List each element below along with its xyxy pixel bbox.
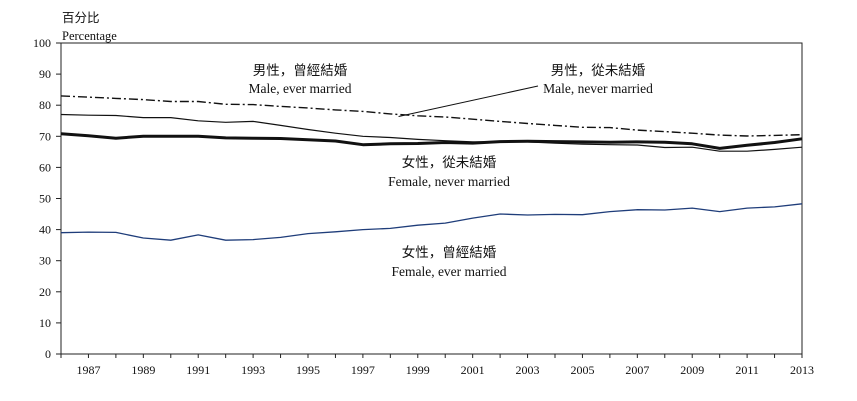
x-tick-label: 2005 [570, 363, 594, 377]
series-label-zh: 男性，曾經結婚 [253, 63, 348, 79]
y-tick-label: 40 [39, 223, 51, 237]
x-tick-label: 1989 [131, 363, 155, 377]
y-tick-label: 100 [33, 36, 51, 50]
series-line-2 [60, 132, 803, 150]
series-line-3 [60, 203, 803, 241]
y-tick-label: 90 [39, 67, 51, 81]
x-tick-label: 2013 [790, 363, 814, 377]
y-axis-label-zh: 百分比 [62, 10, 100, 25]
series-label-en: Male, never married [543, 81, 653, 96]
x-tick-label: 1987 [76, 363, 100, 377]
x-tick-label: 2003 [516, 363, 540, 377]
x-tick-label: 1993 [241, 363, 265, 377]
y-axis: 0 10 20 30 40 50 60 70 80 90 100 [33, 36, 61, 361]
x-axis: 1987 1989 1991 1993 1995 1997 1999 2001 2003 2005… [60, 354, 814, 377]
x-tick-label: 1995 [296, 363, 320, 377]
series-label-en: Female, never married [388, 174, 510, 189]
x-tick-label: 2007 [625, 363, 649, 377]
x-tick-label: 2001 [461, 363, 485, 377]
y-axis-label-en: Percentage [62, 29, 117, 43]
y-tick-label: 20 [39, 285, 51, 299]
plot-area [60, 42, 803, 355]
annotation-pointer-line [398, 85, 539, 117]
x-tick-label: 1997 [351, 363, 375, 377]
x-tick-label: 1999 [406, 363, 430, 377]
y-tick-label: 70 [39, 129, 51, 143]
y-tick-label: 50 [39, 192, 51, 206]
y-tick-label: 30 [39, 254, 51, 268]
series-line-1 [60, 113, 803, 152]
series-label-zh: 女性，曾經結婚 [402, 244, 497, 261]
series-label-zh: 女性，從未結婚 [402, 154, 497, 171]
y-tick-label: 60 [39, 160, 51, 174]
y-tick-label: 0 [45, 347, 51, 361]
series-label-zh: 男性，從未結婚 [551, 63, 646, 79]
y-tick-label: 10 [39, 316, 51, 330]
series-label-en: Female, ever married [391, 264, 506, 279]
x-tick-label: 2011 [735, 363, 759, 377]
x-tick-label: 2009 [680, 363, 704, 377]
x-tick-label: 1991 [186, 363, 210, 377]
annotation-layer: 男性，曾經結婚 Male, ever married 男性，從未結婚 Male, ne… [248, 63, 653, 279]
y-tick-label: 80 [39, 98, 51, 112]
series-layer [60, 95, 803, 241]
series-label-en: Male, ever married [248, 81, 351, 96]
series-line-0 [60, 95, 803, 137]
